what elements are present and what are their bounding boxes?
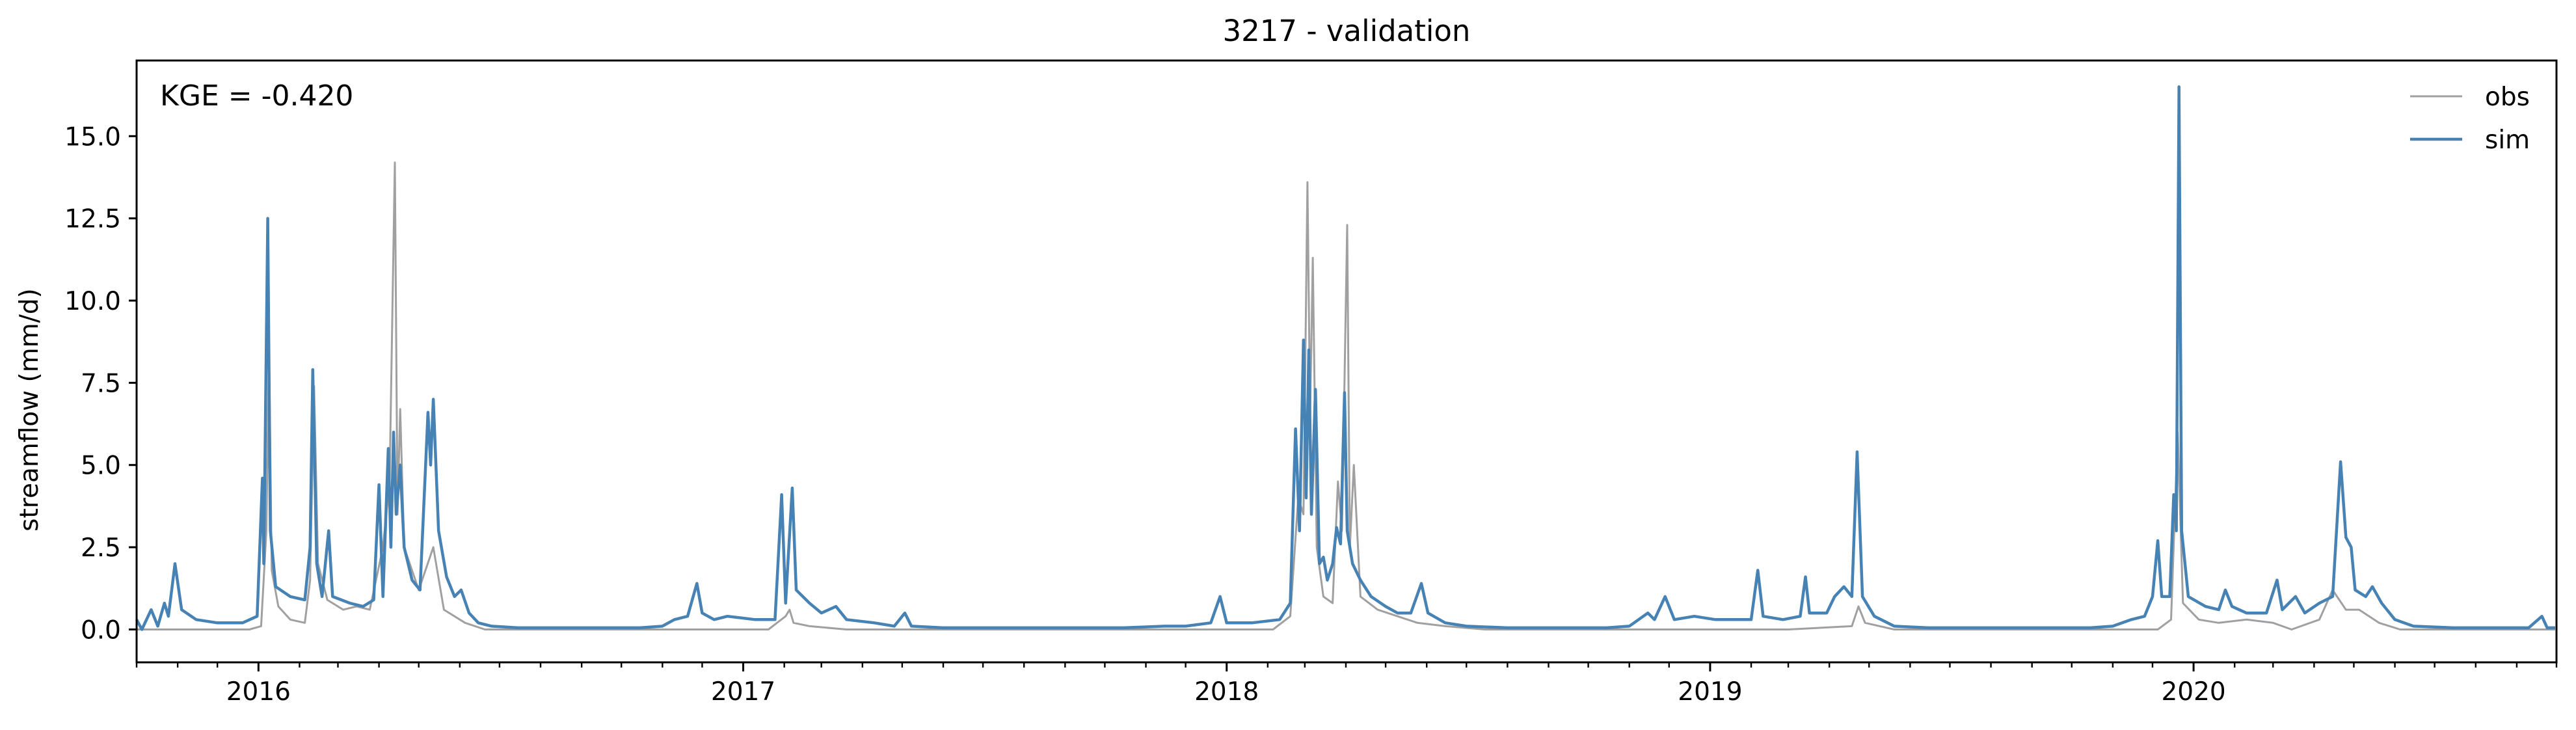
series-line-obs [137, 161, 2555, 630]
x-tick-label: 2019 [1678, 677, 1742, 707]
x-axis-ticks: 2016 2017 2018 2019 2020 [135, 662, 2558, 707]
y-axis-ticks: 0.0 2.5 5.0 7.5 10.0 12.5 15.0 [64, 122, 137, 645]
y-tick-label: 7.5 [81, 369, 121, 398]
y-axis-label: streamflow (mm/d) [15, 288, 44, 532]
y-tick-label: 2.5 [81, 534, 121, 563]
series-line-sim [135, 85, 2555, 631]
legend-label-sim: sim [2485, 126, 2530, 155]
series-lines [135, 85, 2555, 631]
legend: obs sim [2410, 83, 2530, 155]
y-tick-label: 10.0 [64, 287, 121, 316]
y-tick-label: 5.0 [81, 452, 121, 481]
kge-annotation: KGE = -0.420 [160, 79, 353, 113]
x-tick-label: 2017 [711, 677, 775, 707]
y-tick-label: 15.0 [64, 122, 121, 152]
legend-label-obs: obs [2485, 83, 2530, 112]
x-tick-label: 2020 [2161, 677, 2225, 707]
x-tick-label: 2018 [1194, 677, 1259, 707]
chart-title: 3217 - validation [1223, 14, 1471, 48]
x-tick-label: 2016 [226, 677, 291, 707]
y-tick-label: 0.0 [81, 615, 121, 645]
y-tick-label: 12.5 [64, 205, 121, 234]
plot-area: 0.02.55.07.510.012.515.0 2016 2017 2018 201… [64, 59, 2558, 707]
